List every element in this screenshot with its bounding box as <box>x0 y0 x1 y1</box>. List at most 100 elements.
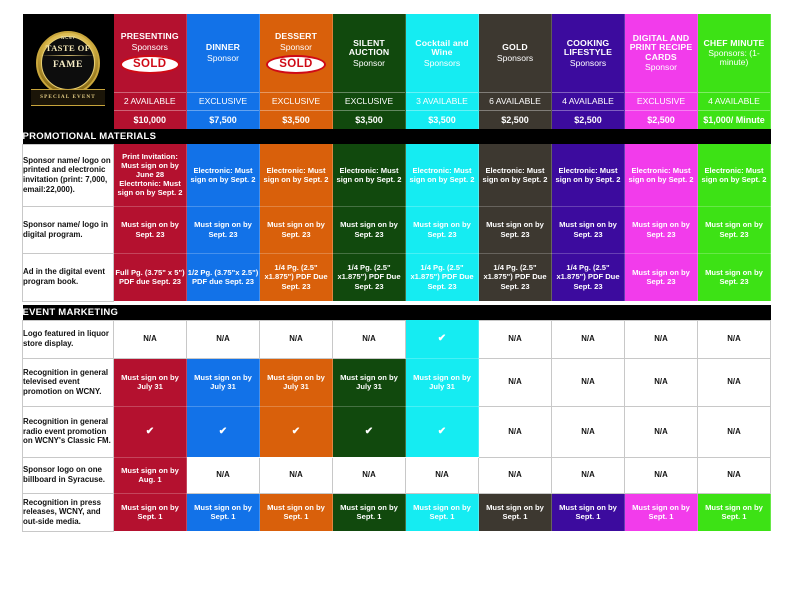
tier-comparison-grid: WCNY TASTE OF FAME SPECIAL EVENT PRESENTING S… <box>22 14 771 532</box>
header-row-availability: 2 AVAILABLE EXCLUSIVE EXCLUSIVE EXCLUSIVE 3 … <box>23 91 771 110</box>
cell-value: Electronic: Must sign on by Sept. 2 <box>405 144 479 207</box>
tier-availability-6: 4 AVAILABLE <box>551 91 625 110</box>
cell-value: 1/4 Pg. (2.5" x1.875") PDF Due Sept. 23 <box>551 253 625 302</box>
tier-header-0[interactable]: PRESENTING Sponsors SOLD <box>113 14 187 92</box>
tier-subtitle: Sponsors <box>496 52 534 63</box>
table-row: Logo featured in liquor store display. N/… <box>22 319 771 359</box>
tier-name: DINNER <box>205 42 241 53</box>
tier-subtitle: Sponsor <box>279 41 312 52</box>
cell-value: 1/4 Pg. (2.5" x1.875") PDF Due Sept. 23 <box>332 253 406 302</box>
cell-value: Must sign on by Sept. 23 <box>697 206 771 254</box>
cell-value: 1/4 Pg. (2.5" x1.875") PDF Due Sept. 23 <box>405 253 479 302</box>
sold-badge: SOLD <box>266 55 326 75</box>
cell-value: Must sign on by July 31 <box>405 358 479 407</box>
cell-not-available: N/A <box>551 357 625 407</box>
cell-not-available: N/A <box>551 319 625 359</box>
tier-header-2[interactable]: DESSERT Sponsor SOLD <box>259 14 333 92</box>
tier-availability-3: EXCLUSIVE <box>332 91 406 110</box>
logo-divider <box>39 54 97 56</box>
logo-ribbon: SPECIAL EVENT <box>31 88 105 106</box>
cell-not-available: N/A <box>697 405 771 458</box>
tier-availability-1: EXCLUSIVE <box>186 91 260 110</box>
cell-value: Must sign on by Sept. 1 <box>478 493 552 532</box>
tier-availability-4: 3 AVAILABLE <box>405 91 479 110</box>
table-row: Sponsor logo on one billboard in Syracus… <box>22 456 771 494</box>
cell-value: Print Invitation: Must sign on by June 2… <box>113 144 187 207</box>
cell-value: Must sign on by Sept. 1 <box>186 493 260 532</box>
cell-not-available: N/A <box>478 319 552 359</box>
cell-value: 1/4 Pg. (2.5" x1.875") PDF Due Sept. 23 <box>259 253 333 302</box>
cell-not-available: N/A <box>697 456 771 494</box>
table-row: Recognition in press releases, WCNY, and… <box>22 492 771 532</box>
table-row: Recognition in general televised event p… <box>22 357 771 407</box>
benefit-label: Recognition in general radio event promo… <box>22 405 114 458</box>
cell-value: Must sign on by Sept. 23 <box>551 206 625 254</box>
cell-value: Must sign on by Sept. 23 <box>697 253 771 302</box>
cell-included-check: ✔ <box>405 320 479 359</box>
tier-header-7[interactable]: DIGITAL AND PRINT RECIPE CARDS Sponsor <box>624 14 698 92</box>
cell-not-available: N/A <box>113 319 187 359</box>
tier-name: DIGITAL AND PRINT RECIPE CARDS <box>629 33 693 62</box>
table-row: Sponsor name/ logo in digital program. Mu… <box>22 205 771 254</box>
cell-included-check: ✔ <box>405 406 479 458</box>
tier-subtitle: Sponsors <box>131 41 168 52</box>
tier-subtitle: Sponsors <box>423 57 461 68</box>
tier-header-4[interactable]: Cocktail and Wine Sponsors <box>405 14 479 92</box>
cell-value: 1/4 Pg. (2.5" x1.875") PDF Due Sept. 23 <box>478 253 552 302</box>
table-row: Ad in the digital event program book. Ful… <box>22 252 771 302</box>
section-title: PROMOTIONAL MATERIALS <box>22 129 771 144</box>
logo-network-label: WCNY <box>60 34 76 40</box>
section-header-1: EVENT MARKETING <box>22 305 771 320</box>
cell-not-available: N/A <box>478 405 552 458</box>
header-row-price: $10,000 $7,500 $3,500 $3,500 $3,500 $2,500 $2,… <box>23 109 771 129</box>
cell-not-available: N/A <box>697 319 771 359</box>
tier-price-3: $3,500 <box>332 109 406 129</box>
tier-header-1[interactable]: DINNER Sponsor <box>186 14 260 92</box>
cell-value: Must sign on by Sept. 23 <box>478 206 552 254</box>
tier-name: SILENT AUCTION <box>348 37 390 58</box>
event-logo: WCNY TASTE OF FAME SPECIAL EVENT <box>22 14 114 129</box>
tier-header-3[interactable]: SILENT AUCTION Sponsor <box>332 14 406 92</box>
tier-subtitle: Sponsor <box>206 52 239 63</box>
cell-value: Electronic: Must sign on by Sept. 2 <box>332 144 406 207</box>
section-header-0: PROMOTIONAL MATERIALS <box>22 129 771 144</box>
tier-price-8: $1,000/ Minute <box>697 109 771 129</box>
cell-value: Electronic: Must sign on by Sept. 2 <box>624 144 698 207</box>
tier-header-8[interactable]: CHEF MINUTE Sponsors: (1-minute) <box>697 14 771 92</box>
tier-availability-7: EXCLUSIVE <box>624 91 698 110</box>
cell-value: Electronic: Must sign on by Sept. 2 <box>259 144 333 207</box>
cell-value: 1/2 Pg. (3.75"x 2.5") PDF due Sept. 23 <box>186 253 260 302</box>
tier-availability-0: 2 AVAILABLE <box>113 91 187 110</box>
tier-price-5: $2,500 <box>478 109 552 129</box>
cell-value: Must sign on by Sept. 1 <box>405 493 479 532</box>
logo-line-2: FAME <box>53 58 83 70</box>
cell-value: Electronic: Must sign on by Sept. 2 <box>551 144 625 207</box>
table-row: Recognition in general radio event promo… <box>22 405 771 458</box>
logo-line-1: TASTE OF <box>45 42 91 53</box>
cell-not-available: N/A <box>186 456 260 494</box>
cell-not-available: N/A <box>624 319 698 359</box>
tier-availability-8: 4 AVAILABLE <box>697 91 771 110</box>
cell-not-available: N/A <box>551 405 625 458</box>
benefit-label: Sponsor name/ logo on printed and electr… <box>22 143 114 207</box>
cell-included-check: ✔ <box>332 406 406 458</box>
cell-value: Electronic: Must sign on by Sept. 2 <box>478 144 552 207</box>
benefit-label: Sponsor name/ logo in digital program. <box>22 205 114 254</box>
tier-header-5[interactable]: GOLD Sponsors <box>478 14 552 92</box>
tier-price-1: $7,500 <box>186 109 260 129</box>
cell-not-available: N/A <box>478 357 552 407</box>
tier-header-6[interactable]: COOKING LIFESTYLE Sponsors <box>551 14 625 92</box>
cell-value: Must sign on by July 31 <box>113 358 187 407</box>
cell-not-available: N/A <box>697 357 771 407</box>
section-gap <box>22 301 771 305</box>
logo-ribbon-label: SPECIAL EVENT <box>40 94 96 100</box>
sold-badge: SOLD <box>119 55 180 75</box>
cell-value: Must sign on by Sept. 1 <box>624 493 698 532</box>
benefit-label: Recognition in general televised event p… <box>22 357 114 407</box>
cell-value: Must sign on by Sept. 23 <box>624 253 698 302</box>
cell-not-available: N/A <box>259 456 333 494</box>
cell-not-available: N/A <box>624 456 698 494</box>
tier-name: PRESENTING <box>120 31 179 42</box>
cell-not-available: N/A <box>405 456 479 494</box>
